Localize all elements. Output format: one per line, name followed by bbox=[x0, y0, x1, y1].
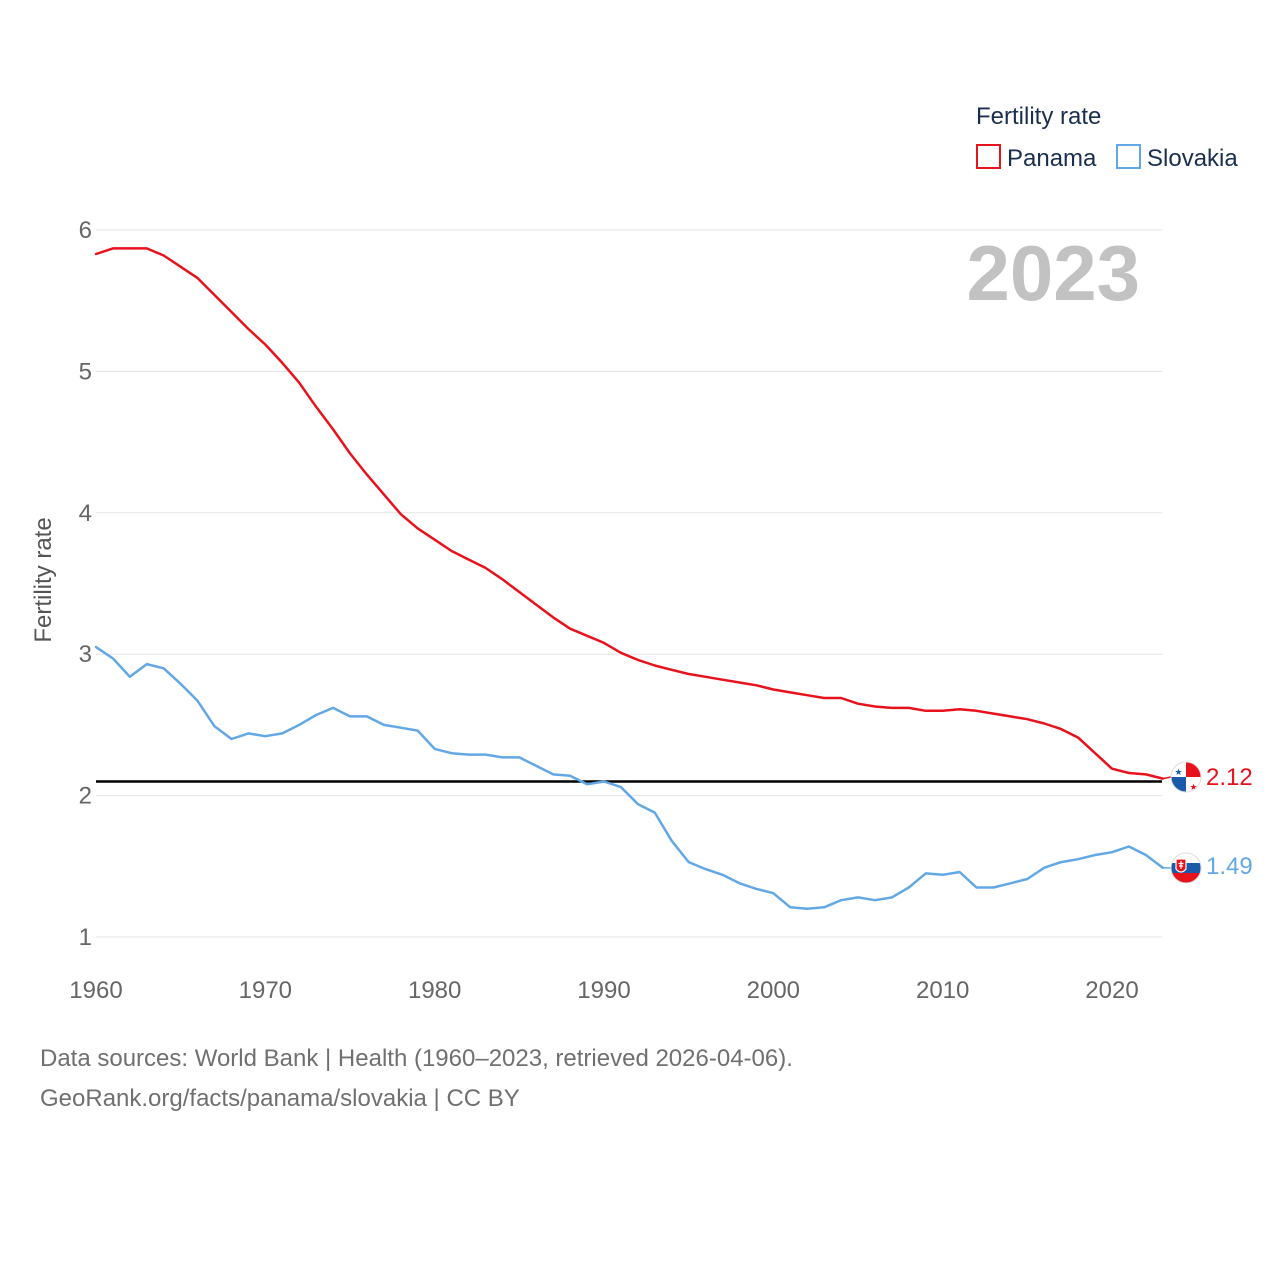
x-tick-label: 2010 bbox=[916, 977, 969, 1004]
y-tick-label: 2 bbox=[79, 783, 92, 810]
legend: Fertility rate Panama Slovakia bbox=[976, 103, 1238, 172]
x-tick-label: 1990 bbox=[577, 977, 630, 1004]
legend-swatch-slovakia bbox=[1116, 144, 1141, 169]
end-label-panama: 2.12 bbox=[1206, 764, 1253, 791]
y-tick-label: 3 bbox=[79, 641, 92, 668]
x-tick-label: 1960 bbox=[69, 977, 122, 1004]
panama-flag-icon: ★ ★ bbox=[1170, 761, 1202, 793]
x-tick-label: 1970 bbox=[239, 977, 292, 1004]
y-tick-label: 5 bbox=[79, 358, 92, 385]
y-tick-label: 6 bbox=[79, 217, 92, 244]
legend-label-slovakia: Slovakia bbox=[1147, 145, 1238, 172]
year-watermark: 2023 bbox=[966, 229, 1140, 317]
series-line-panama bbox=[94, 247, 1165, 780]
x-tick-label: 1980 bbox=[408, 977, 461, 1004]
series-connector-panama bbox=[1162, 776, 1172, 780]
y-tick-label: 4 bbox=[79, 500, 92, 527]
legend-item-panama[interactable]: Panama bbox=[976, 144, 1097, 172]
legend-label-panama: Panama bbox=[1007, 145, 1097, 172]
x-tick-label: 2000 bbox=[747, 977, 800, 1004]
y-axis-title: Fertility rate bbox=[30, 517, 57, 642]
source-attribution: Data sources: World Bank | Health (1960–… bbox=[40, 1045, 793, 1072]
legend-title: Fertility rate bbox=[976, 103, 1101, 130]
gridlines bbox=[96, 229, 1162, 938]
x-tick-label: 2020 bbox=[1085, 977, 1138, 1004]
svg-text:★: ★ bbox=[1189, 782, 1197, 792]
legend-swatch-panama bbox=[976, 144, 1001, 169]
legend-item-slovakia[interactable]: Slovakia bbox=[1116, 144, 1238, 172]
y-axis-ticks: 1 2 3 4 5 6 bbox=[79, 217, 92, 951]
svg-text:★: ★ bbox=[1174, 767, 1182, 777]
source-url[interactable]: GeoRank.org/facts/panama/slovakia | CC B… bbox=[40, 1085, 520, 1112]
slovakia-flag-icon bbox=[1170, 852, 1202, 884]
y-tick-label: 1 bbox=[79, 924, 92, 951]
end-label-slovakia: 1.49 bbox=[1206, 853, 1253, 880]
x-axis-ticks: 1960 1970 1980 1990 2000 2010 2020 bbox=[69, 977, 1138, 1004]
series-line-slovakia bbox=[94, 645, 1165, 910]
series-lines bbox=[94, 247, 1172, 910]
